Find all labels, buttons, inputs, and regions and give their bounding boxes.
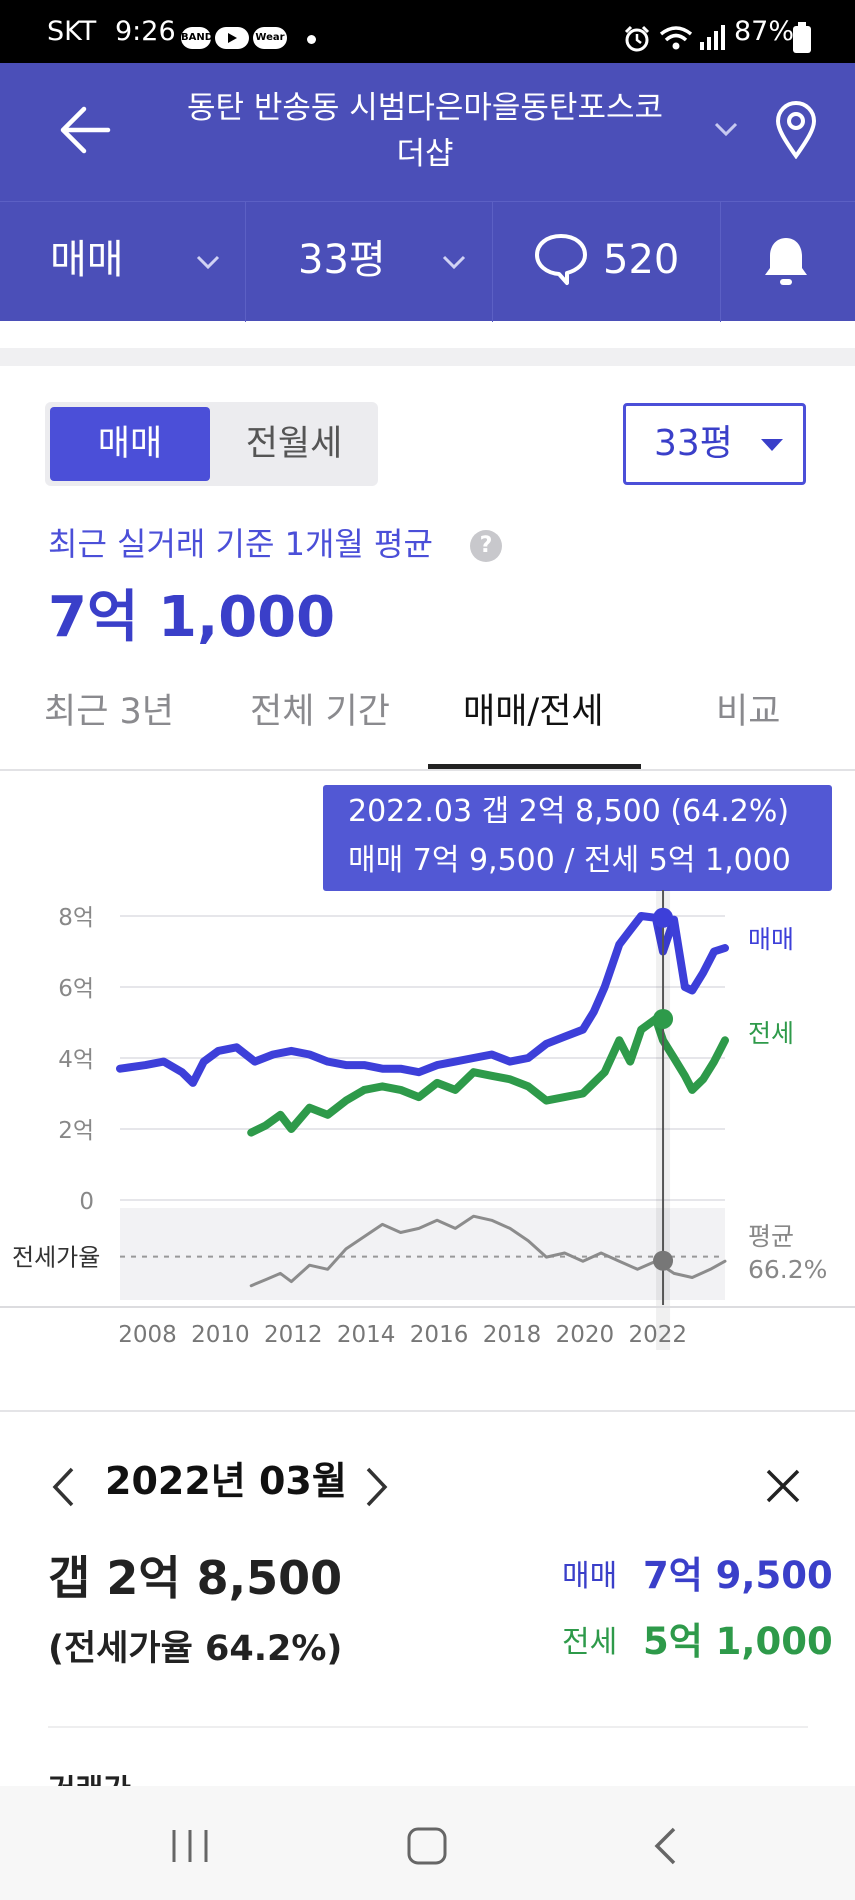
prev-month-icon[interactable]	[50, 1466, 76, 1508]
x-tick-label: 2008	[118, 1322, 177, 1348]
tab-recent-3y[interactable]: 최근 3년	[44, 692, 174, 732]
section-gap	[0, 348, 855, 366]
trade-type-label: 매매	[50, 237, 124, 283]
size-dropdown-value: 33평	[654, 423, 733, 464]
chart-tooltip: 2022.03 갭 2억 8,500 (64.2%) 매매 7억 9,500 /…	[323, 785, 832, 891]
ratio-average-value: 66.2%	[748, 1255, 827, 1284]
clock: 9:26	[115, 16, 176, 47]
tooltip-line-2: 매매 7억 9,500 / 전세 5억 1,000	[348, 843, 791, 878]
trade-toggle: 매매 전월세	[45, 402, 378, 486]
comments-button[interactable]: 520	[493, 202, 721, 322]
price-basis-label: 최근 실거래 기준 1개월 평균	[48, 525, 433, 563]
x-tick-label: 2018	[483, 1322, 542, 1348]
selected-sale-point	[653, 907, 674, 928]
detail-sale-label: 매매	[562, 1559, 618, 1594]
tab-compare[interactable]: 비교	[716, 692, 781, 732]
series-line-jeonse	[247, 1015, 729, 1137]
next-section-heading: 거래가	[48, 1775, 131, 1787]
y-tick-label: 4억	[58, 1047, 94, 1073]
status-bar: SKT 9:26 BAND Wear 87%	[0, 0, 855, 63]
y-tick-label: 0	[79, 1189, 94, 1215]
toggle-rent[interactable]: 전월세	[245, 424, 343, 464]
bell-icon	[765, 238, 807, 285]
battery-percent: 87%	[734, 16, 795, 47]
series-label-sale: 매매	[748, 925, 794, 954]
detail-divider	[0, 1410, 855, 1412]
size-dropdown[interactable]: 33평	[623, 403, 806, 485]
wifi-icon	[659, 26, 693, 50]
app-header: 동탄 반송동 시범다은마을동탄포스코 더샵	[0, 63, 855, 201]
wear-badge: Wear	[253, 27, 287, 49]
tab-all-period[interactable]: 전체 기간	[250, 692, 390, 732]
detail-jeonse-label: 전세	[562, 1625, 618, 1660]
complex-title[interactable]: 동탄 반송동 시범다은마을동탄포스코 더샵	[140, 85, 710, 177]
selected-month: 2022년 03월	[105, 1459, 347, 1503]
detail-jeonse-value: 5억 1,000	[643, 1620, 833, 1663]
ratio-band-background	[120, 1208, 725, 1300]
band-badge: BAND	[181, 27, 213, 49]
youtube-icon	[215, 27, 249, 49]
size-label: 33평	[298, 237, 386, 283]
caret-down-icon	[761, 439, 783, 451]
battery-icon	[793, 22, 811, 53]
detail-rule	[48, 1726, 808, 1728]
home-icon[interactable]	[406, 1826, 448, 1866]
chevron-down-icon[interactable]	[714, 121, 738, 137]
selected-ratio-point	[653, 1250, 674, 1271]
tooltip-line-1: 2022.03 갭 2억 8,500 (64.2%)	[348, 794, 790, 829]
chevron-down-icon	[196, 255, 220, 270]
system-nav-bar	[0, 1786, 855, 1900]
close-icon[interactable]	[765, 1468, 801, 1504]
x-tick-label: 2020	[556, 1322, 615, 1348]
gap-amount: 갭 2억 8,500	[48, 1551, 343, 1605]
active-tab-indicator	[428, 764, 641, 769]
tab-divider	[0, 769, 855, 771]
next-month-icon[interactable]	[364, 1466, 390, 1508]
ratio-average-label: 평균	[748, 1222, 794, 1251]
alert-button[interactable]	[721, 202, 855, 322]
selected-jeonse-point	[653, 1008, 674, 1029]
x-tick-label: 2022	[628, 1322, 687, 1348]
alarm-icon	[624, 25, 650, 52]
toggle-sale[interactable]: 매매	[50, 407, 210, 481]
series-label-jeonse: 전세	[748, 1019, 794, 1048]
x-tick-label: 2010	[191, 1322, 250, 1348]
x-tick-label: 2012	[264, 1322, 323, 1348]
notification-dot-icon	[307, 35, 316, 44]
trade-type-selector[interactable]: 매매	[0, 202, 246, 322]
ratio-axis-label: 전세가율	[12, 1244, 100, 1272]
tab-sale-jeonse[interactable]: 매매/전세	[463, 692, 604, 732]
size-selector[interactable]: 33평	[246, 202, 493, 322]
location-pin-icon[interactable]	[774, 101, 818, 159]
series-line-ratio	[249, 1214, 727, 1288]
back-arrow-icon[interactable]	[58, 105, 114, 155]
chevron-down-icon	[442, 255, 466, 270]
y-tick-label: 6억	[58, 976, 94, 1002]
title-line-2: 더샵	[396, 136, 454, 172]
y-tick-label: 2억	[58, 1118, 94, 1144]
comment-count: 520	[603, 237, 680, 283]
y-tick-label: 8억	[58, 905, 94, 931]
average-price: 7억 1,000	[48, 585, 336, 650]
detail-sale-value: 7억 9,500	[643, 1554, 833, 1597]
filter-bar: 매매 33평 520	[0, 201, 855, 322]
back-icon[interactable]	[652, 1826, 678, 1866]
chat-bubble-icon	[535, 234, 587, 285]
x-tick-label: 2014	[337, 1322, 396, 1348]
jeonse-ratio: (전세가율 64.2%)	[48, 1629, 343, 1669]
series-line-sale	[116, 912, 729, 1087]
carrier: SKT	[47, 16, 97, 47]
x-tick-label: 2016	[410, 1322, 469, 1348]
signal-icon	[700, 25, 725, 50]
help-icon[interactable]: ?	[470, 530, 502, 562]
title-line-1: 동탄 반송동 시범다은마을동탄포스코	[186, 90, 664, 126]
recent-apps-icon[interactable]	[170, 1828, 210, 1864]
